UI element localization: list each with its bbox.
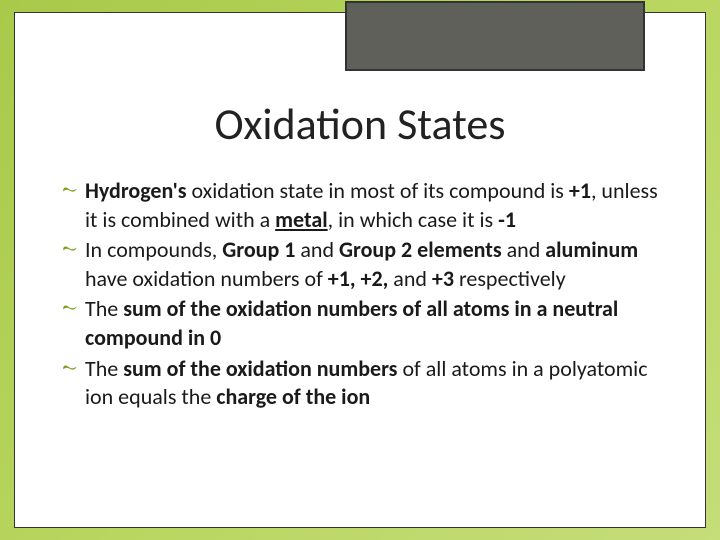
slide-frame: Oxidation States Hydrogen's oxidation st… [14, 12, 706, 528]
header-accent-box [345, 1, 645, 71]
swirl-bullet-icon [61, 240, 81, 260]
swirl-bullet-icon [61, 359, 81, 379]
bullet-item: The sum of the oxidation numbers of all … [61, 355, 667, 412]
slide-title: Oxidation States [15, 97, 705, 151]
bullet-item: The sum of the oxidation numbers of all … [61, 295, 667, 352]
bullet-text: Hydrogen's oxidation state in most of it… [85, 177, 658, 233]
swirl-bullet-icon [61, 299, 81, 319]
bullet-text: The sum of the oxidation numbers of all … [85, 355, 648, 411]
slide-content: Hydrogen's oxidation state in most of it… [61, 177, 667, 414]
bullet-item: Hydrogen's oxidation state in most of it… [61, 177, 667, 234]
bullet-text: In compounds, Group 1 and Group 2 elemen… [85, 236, 638, 292]
bullet-item: In compounds, Group 1 and Group 2 elemen… [61, 236, 667, 293]
swirl-bullet-icon [61, 181, 81, 201]
bullet-text: The sum of the oxidation numbers of all … [85, 295, 618, 351]
